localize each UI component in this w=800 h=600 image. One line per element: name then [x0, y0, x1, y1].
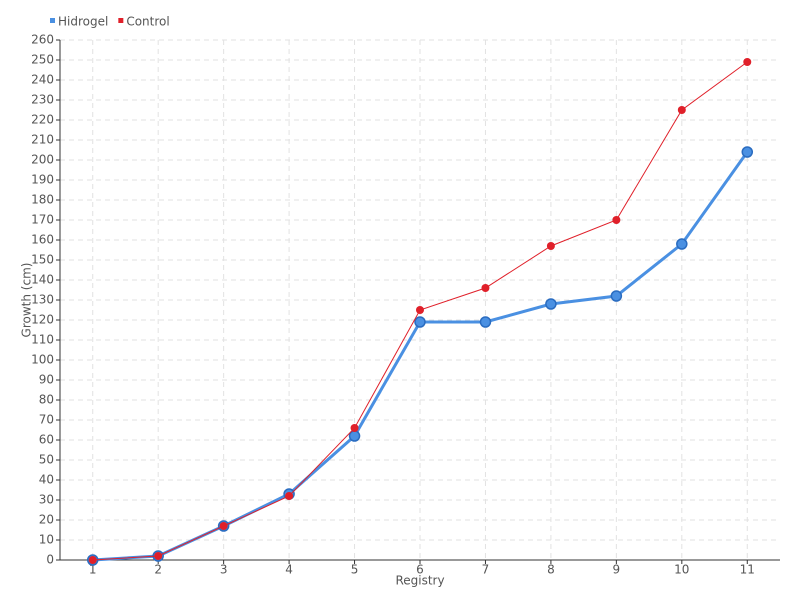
- x-tick-label: 10: [674, 563, 689, 577]
- y-tick-label: 130: [31, 293, 54, 307]
- legend-item: Hidrogel: [50, 15, 108, 29]
- data-point: [676, 238, 688, 250]
- data-point: [219, 522, 228, 530]
- data-point: [416, 306, 424, 314]
- y-tick-label: 250: [31, 53, 54, 67]
- y-tick-label: 0: [46, 553, 54, 567]
- x-tick-label: 8: [547, 563, 555, 577]
- data-point: [348, 430, 361, 442]
- data-point: [479, 316, 492, 328]
- y-tick-label: 110: [31, 333, 54, 347]
- y-tick-label: 80: [39, 393, 54, 407]
- y-tick-label: 60: [39, 433, 54, 447]
- x-tick-label: 9: [613, 563, 621, 577]
- legend-swatch: [50, 18, 55, 23]
- y-tick-label: 100: [31, 353, 54, 367]
- data-point: [414, 316, 426, 328]
- x-tick-label: 7: [482, 563, 490, 577]
- y-tick-label: 160: [31, 233, 54, 247]
- legend-swatch: [118, 18, 124, 23]
- y-tick-label: 20: [39, 513, 54, 527]
- x-tick-label: 6: [416, 563, 424, 577]
- x-axis-label: Registry: [395, 574, 444, 588]
- y-tick-label: 230: [31, 93, 54, 107]
- y-tick-label: 150: [31, 253, 54, 267]
- x-tick-label: 1: [89, 563, 97, 577]
- data-point: [285, 492, 294, 500]
- y-tick-label: 210: [31, 133, 54, 147]
- x-tick-label: 5: [351, 563, 359, 577]
- data-point: [677, 106, 686, 114]
- data-point: [743, 58, 752, 66]
- y-tick-label: 70: [39, 413, 54, 427]
- x-tick-label: 4: [285, 563, 293, 577]
- data-point: [481, 284, 490, 292]
- x-tick-label: 11: [740, 563, 755, 577]
- y-tick-label: 40: [39, 473, 54, 487]
- y-tick-label: 170: [31, 213, 54, 227]
- data-point: [610, 290, 623, 302]
- data-point: [154, 552, 163, 560]
- data-point: [741, 146, 754, 158]
- x-tick-label: 2: [154, 563, 162, 577]
- data-point: [88, 556, 97, 564]
- data-point: [350, 424, 359, 432]
- y-tick-label: 190: [31, 173, 54, 187]
- x-tick-label: 3: [220, 563, 228, 577]
- legend-label: Control: [126, 15, 169, 29]
- y-tick-label: 200: [31, 153, 54, 167]
- y-tick-label: 120: [31, 313, 54, 327]
- data-point: [546, 242, 555, 250]
- y-tick-label: 50: [39, 453, 54, 467]
- data-point: [545, 298, 557, 310]
- y-tick-label: 180: [31, 193, 54, 207]
- data-point: [612, 216, 621, 224]
- y-axis-label: Growth (cm): [20, 263, 34, 338]
- legend-label: Hidrogel: [58, 15, 108, 29]
- legend-item: Control: [118, 15, 170, 29]
- y-tick-label: 260: [31, 33, 54, 47]
- y-tick-label: 30: [39, 493, 54, 507]
- y-tick-label: 220: [31, 113, 54, 127]
- y-tick-label: 10: [39, 533, 54, 547]
- y-tick-label: 140: [31, 273, 54, 287]
- y-tick-label: 240: [31, 73, 54, 87]
- y-tick-label: 90: [39, 373, 54, 387]
